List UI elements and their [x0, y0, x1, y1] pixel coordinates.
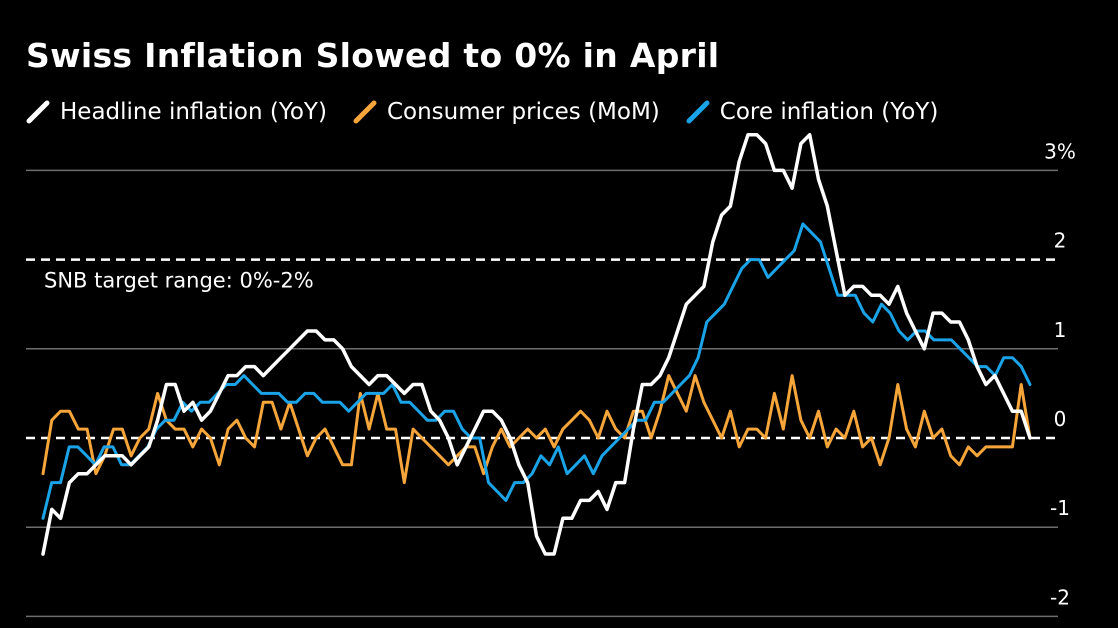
legend-label-consumer-prices: Consumer prices (MoM)	[386, 99, 660, 125]
legend: Headline inflation (YoY) Consumer prices…	[26, 96, 964, 128]
y-tick-label: 3%	[1044, 139, 1076, 163]
headline-line-icon	[26, 100, 50, 124]
y-tick-label: -1	[1050, 496, 1070, 520]
target-range-label: SNB target range: 0%-2%	[44, 269, 314, 293]
core-line-icon	[686, 100, 710, 124]
legend-label-core: Core inflation (YoY)	[719, 99, 939, 125]
core-inflation-line	[41, 222, 1032, 520]
y-tick-label: 1	[1054, 318, 1067, 342]
legend-item-consumer-prices: Consumer prices (MoM)	[353, 99, 660, 125]
y-tick-label: -2	[1050, 585, 1070, 609]
headline-inflation-line	[41, 132, 1032, 556]
y-tick-label: 0	[1054, 407, 1067, 431]
legend-label-headline: Headline inflation (YoY)	[60, 99, 327, 125]
chart-title: Swiss Inflation Slowed to 0% in April	[26, 36, 720, 75]
legend-item-headline: Headline inflation (YoY)	[26, 99, 327, 125]
consumer-prices-line	[41, 374, 1032, 485]
y-tick-label: 2	[1054, 229, 1067, 253]
consumer-prices-line-icon	[353, 100, 377, 124]
legend-item-core: Core inflation (YoY)	[686, 99, 939, 125]
